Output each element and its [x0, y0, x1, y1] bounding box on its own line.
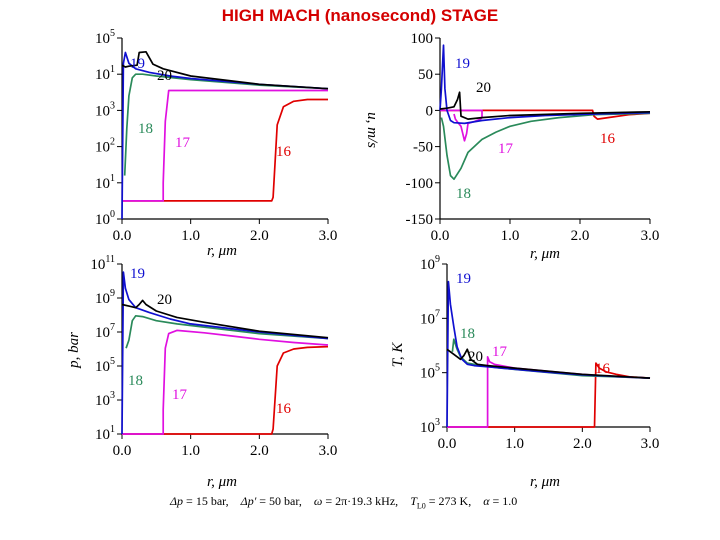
x-tick-label: 2.0: [573, 436, 592, 452]
x-tick-label: 3.0: [319, 443, 338, 459]
chart-bl: 0.0 1.0 2.0 3.0 r, μm 1011 109 107 105 103 101 p, b…: [66, 254, 337, 490]
y-tick-label: 101: [95, 424, 115, 443]
y-axis-label: T, K: [390, 342, 406, 368]
x-tick-label: 0.0: [438, 436, 457, 452]
curve-label-18: 18: [456, 186, 471, 202]
y-tick-label: 102: [95, 137, 115, 156]
y-tick-label: 103: [420, 417, 440, 436]
curve-label-19: 19: [456, 271, 471, 287]
chart-tr: 0.0 1.0 2.0 3.0 r, μm 100 50 0 -50 -100 -150 u, m/s…: [364, 31, 659, 262]
curve-label-17: 17: [492, 344, 508, 360]
curve-label-16: 16: [276, 144, 292, 160]
x-axis-label: r, μm: [530, 474, 560, 490]
y-axis-label: p, bar: [66, 332, 82, 369]
y-tick-label: 101: [95, 64, 115, 83]
y-tick-label: 1011: [90, 254, 115, 273]
series-17-line: [122, 329, 329, 435]
y-tick-label: 109: [420, 254, 440, 273]
curve-label-16: 16: [595, 361, 611, 377]
series-20-line: [121, 299, 329, 339]
x-axis-label: r, μm: [207, 243, 237, 259]
series-19-line: [121, 271, 329, 435]
chart-tl: 0.0 1.0 2.0 3.0 r, μm 105 101 103 102 101 100 19 20 1…: [95, 28, 337, 259]
y-axis-label: u, m/s: [364, 112, 380, 148]
y-tick-label: -50: [413, 140, 433, 156]
curve-label-20: 20: [157, 292, 172, 308]
curve-label-19: 19: [130, 56, 145, 72]
series-18-line: [125, 314, 329, 349]
y-tick-label: 105: [95, 28, 115, 47]
x-tick-label: 0.0: [431, 228, 450, 244]
series-17-line: [447, 355, 651, 428]
y-tick-label: 107: [95, 322, 115, 341]
y-tick-label: 109: [95, 288, 115, 307]
x-tick-label: 1.0: [181, 443, 200, 459]
y-tick-label: -150: [406, 212, 434, 228]
x-axis-label: r, μm: [207, 474, 237, 490]
parameters-caption: Δp = 15 bar, Δp' = 50 bar, ω = 2π·19.3 k…: [170, 494, 518, 511]
y-tick-label: 100: [95, 209, 115, 228]
series-20-line: [439, 91, 651, 120]
x-tick-label: 3.0: [319, 228, 338, 244]
x-tick-label: 1.0: [181, 228, 200, 244]
curve-label-19: 19: [130, 266, 145, 282]
series-16-line: [122, 345, 329, 435]
y-tick-label: 100: [411, 31, 434, 47]
curve-label-17: 17: [172, 387, 188, 403]
x-tick-label: 2.0: [250, 228, 269, 244]
series-19-line: [446, 280, 651, 428]
y-tick-label: 50: [418, 67, 433, 83]
x-tick-label: 1.0: [501, 228, 520, 244]
curve-label-20: 20: [476, 80, 491, 96]
curve-label-17: 17: [498, 141, 514, 157]
x-axis-label: r, μm: [530, 246, 560, 262]
y-tick-label: -100: [406, 176, 434, 192]
x-tick-label: 3.0: [641, 436, 660, 452]
series-16-line: [440, 109, 651, 120]
y-tick-label: 103: [95, 100, 115, 119]
x-tick-label: 0.0: [113, 443, 132, 459]
chart-br: 0.0 1.0 2.0 3.0 r, μm 109 107 105 103 T, K 19 18 20 1…: [390, 254, 659, 490]
series-19-line: [121, 51, 329, 220]
series-16-line: [122, 98, 328, 202]
curve-label-16: 16: [276, 401, 292, 417]
x-tick-label: 0.0: [113, 228, 132, 244]
curve-label-20: 20: [157, 68, 172, 84]
curve-label-20: 20: [468, 349, 483, 365]
page-title: HIGH MACH (nanosecond) STAGE: [221, 6, 499, 25]
x-tick-label: 3.0: [641, 228, 660, 244]
x-tick-label: 2.0: [571, 228, 590, 244]
series-20-line: [446, 348, 651, 379]
y-tick-label: 105: [420, 363, 440, 382]
y-tick-label: 0: [426, 103, 434, 119]
curve-label-18: 18: [138, 121, 153, 137]
series-18-line: [123, 73, 329, 176]
curve-label-18: 18: [460, 326, 475, 342]
y-tick-label: 101: [95, 173, 115, 192]
curve-label-17: 17: [175, 135, 191, 151]
series-18-line: [440, 112, 651, 181]
curve-label-18: 18: [128, 373, 143, 389]
y-tick-label: 107: [420, 308, 440, 327]
series-17-line: [122, 89, 328, 202]
x-tick-label: 2.0: [250, 443, 269, 459]
x-tick-label: 1.0: [505, 436, 524, 452]
curve-label-19: 19: [455, 56, 470, 72]
y-tick-label: 103: [95, 390, 115, 409]
series-20-line: [121, 50, 329, 90]
curve-label-16: 16: [600, 131, 616, 147]
series-19-line: [439, 44, 651, 125]
y-tick-label: 105: [95, 356, 115, 375]
